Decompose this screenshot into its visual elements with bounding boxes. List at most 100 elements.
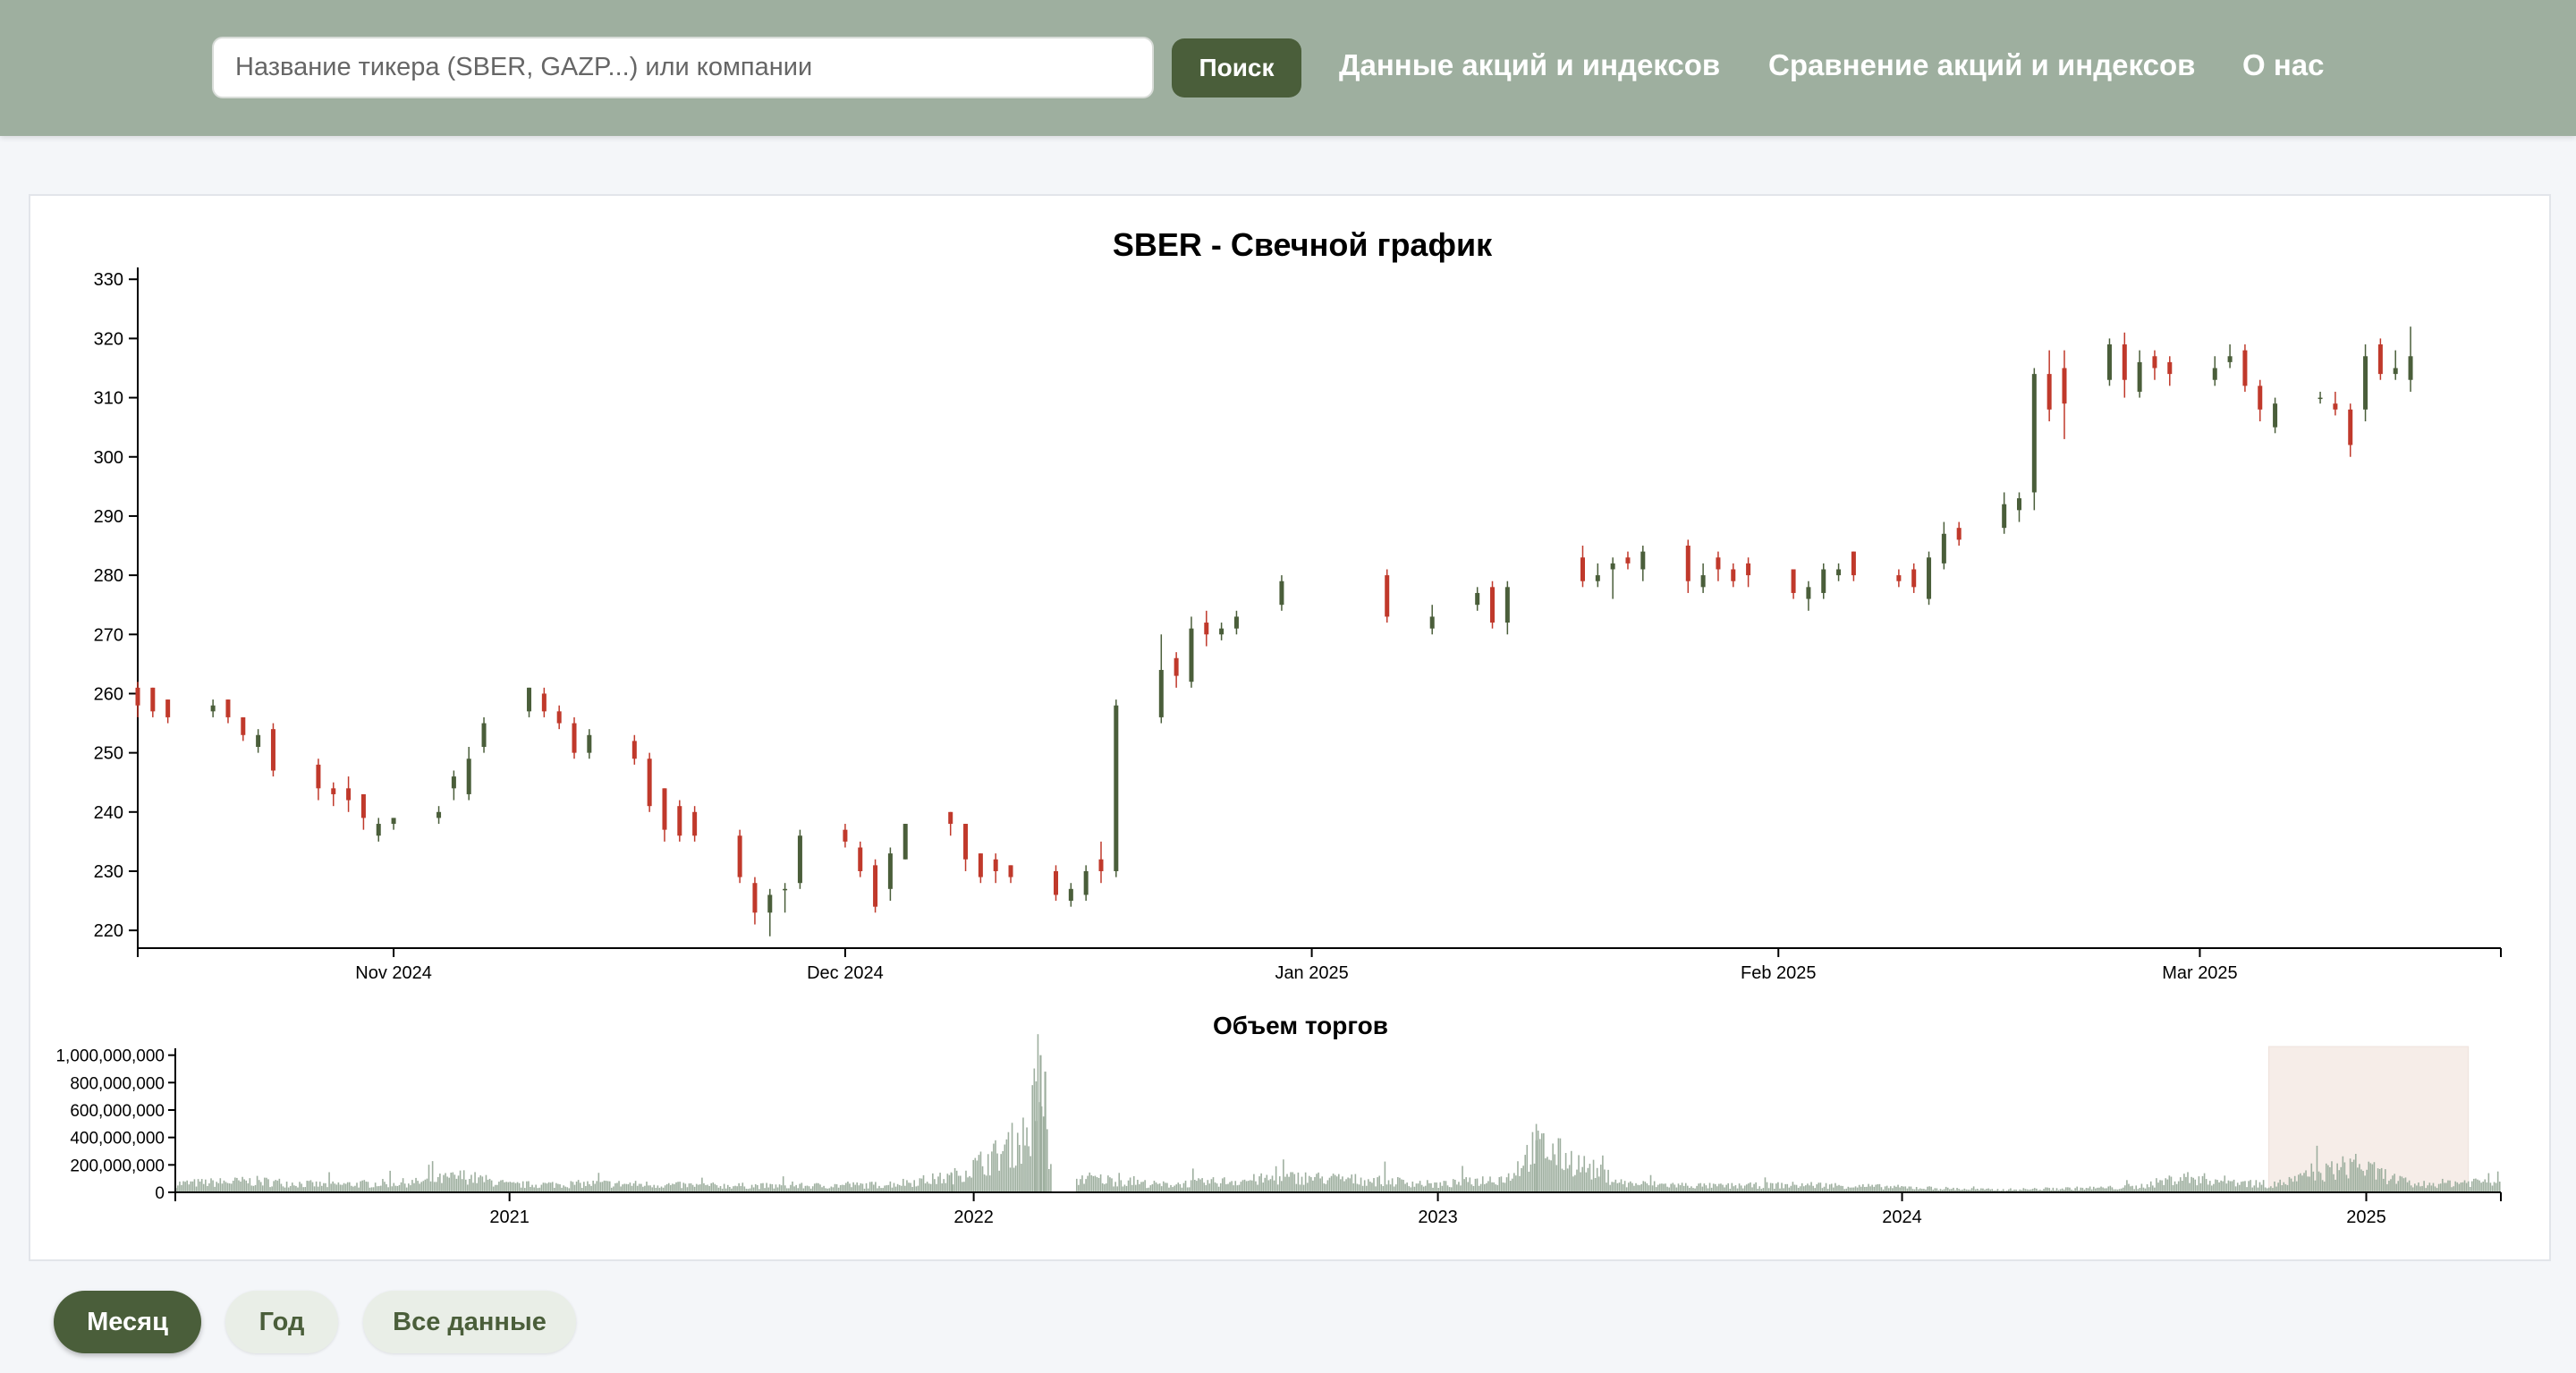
candle[interactable]: [331, 782, 336, 807]
candle[interactable]: [1685, 539, 1690, 593]
candle[interactable]: [1941, 521, 1946, 570]
candle[interactable]: [783, 883, 788, 913]
candle[interactable]: [2333, 391, 2338, 416]
candle[interactable]: [2242, 344, 2248, 392]
candle[interactable]: [360, 793, 366, 830]
candle[interactable]: [2227, 344, 2233, 369]
range-month-button[interactable]: Месяц: [54, 1291, 201, 1353]
candle[interactable]: [1821, 563, 1826, 599]
nav-compare-link[interactable]: Сравнение акций и индексов: [1768, 48, 2196, 81]
candle[interactable]: [256, 729, 261, 753]
candle[interactable]: [1911, 563, 1917, 593]
candle[interactable]: [978, 853, 983, 884]
candle[interactable]: [2318, 391, 2323, 404]
candle[interactable]: [1114, 699, 1119, 877]
candle[interactable]: [1595, 563, 1600, 588]
candle[interactable]: [737, 829, 742, 884]
candle[interactable]: [647, 752, 652, 812]
candle[interactable]: [572, 716, 577, 759]
candle[interactable]: [2212, 356, 2217, 386]
candle[interactable]: [2377, 338, 2383, 380]
candle[interactable]: [541, 687, 547, 717]
range-all-button[interactable]: Все данные: [363, 1291, 576, 1353]
candle[interactable]: [1219, 623, 1224, 640]
candle[interactable]: [677, 800, 682, 842]
candle[interactable]: [858, 841, 863, 877]
candle[interactable]: [1851, 551, 1856, 581]
candle[interactable]: [1385, 569, 1390, 623]
candle[interactable]: [1791, 569, 1796, 599]
candle[interactable]: [1716, 551, 1721, 581]
candle[interactable]: [1610, 557, 1615, 599]
candle[interactable]: [225, 699, 231, 724]
candle[interactable]: [556, 705, 562, 730]
candle[interactable]: [2393, 350, 2398, 380]
candle[interactable]: [346, 776, 352, 812]
candle[interactable]: [2137, 350, 2142, 398]
candlestick-series[interactable]: [135, 326, 2413, 937]
candle[interactable]: [2152, 350, 2157, 380]
candle[interactable]: [1083, 865, 1089, 902]
candle[interactable]: [1746, 557, 1751, 588]
candle[interactable]: [2408, 326, 2413, 392]
candle[interactable]: [376, 818, 381, 842]
range-year-button[interactable]: Год: [225, 1291, 338, 1353]
candle[interactable]: [481, 716, 487, 753]
candle[interactable]: [1731, 563, 1736, 588]
candle[interactable]: [527, 687, 532, 717]
candle[interactable]: [902, 824, 908, 860]
candle[interactable]: [1068, 883, 1073, 907]
candle[interactable]: [1475, 587, 1480, 611]
candle[interactable]: [436, 806, 442, 825]
candle[interactable]: [1504, 581, 1510, 635]
candle[interactable]: [887, 847, 893, 902]
candle[interactable]: [2258, 379, 2263, 422]
candle[interactable]: [631, 734, 637, 765]
candle[interactable]: [1625, 551, 1631, 570]
nav-about-link[interactable]: О нас: [2242, 48, 2325, 81]
candle[interactable]: [2167, 356, 2173, 386]
candle[interactable]: [135, 682, 140, 717]
candle[interactable]: [1806, 581, 1811, 611]
candle[interactable]: [2348, 403, 2353, 457]
candle[interactable]: [993, 853, 998, 884]
candle[interactable]: [2002, 492, 2007, 534]
candle[interactable]: [662, 788, 667, 842]
candle[interactable]: [241, 716, 246, 742]
candle[interactable]: [1896, 569, 1902, 588]
candle[interactable]: [797, 829, 802, 889]
candle[interactable]: [587, 729, 592, 759]
candle[interactable]: [1700, 563, 1706, 593]
candle[interactable]: [948, 811, 953, 836]
ticker-search-input[interactable]: [212, 37, 1154, 98]
candle[interactable]: [1429, 605, 1435, 635]
candle[interactable]: [2122, 332, 2127, 398]
candle[interactable]: [1836, 563, 1842, 581]
candle[interactable]: [316, 759, 321, 801]
candle[interactable]: [2106, 338, 2112, 386]
candle[interactable]: [1279, 575, 1284, 611]
candle[interactable]: [1927, 551, 1932, 606]
search-button[interactable]: Поиск: [1172, 38, 1301, 97]
candle[interactable]: [2046, 350, 2052, 422]
candle[interactable]: [1174, 652, 1179, 688]
candle[interactable]: [767, 888, 773, 937]
candle[interactable]: [466, 747, 471, 801]
candle[interactable]: [1580, 546, 1585, 588]
candle[interactable]: [1054, 865, 1059, 902]
candle[interactable]: [1008, 865, 1013, 884]
candle[interactable]: [752, 877, 758, 925]
candle[interactable]: [1640, 546, 1646, 581]
candle[interactable]: [843, 824, 848, 848]
candle[interactable]: [1490, 581, 1496, 629]
candle[interactable]: [1204, 610, 1209, 647]
candle[interactable]: [2017, 492, 2022, 522]
candle[interactable]: [165, 699, 171, 724]
candle[interactable]: [2363, 344, 2368, 422]
candle[interactable]: [1098, 841, 1104, 884]
candle[interactable]: [2031, 368, 2037, 511]
candle[interactable]: [391, 818, 396, 830]
candle[interactable]: [1956, 521, 1962, 547]
candle[interactable]: [692, 806, 698, 842]
candle[interactable]: [1158, 634, 1164, 724]
